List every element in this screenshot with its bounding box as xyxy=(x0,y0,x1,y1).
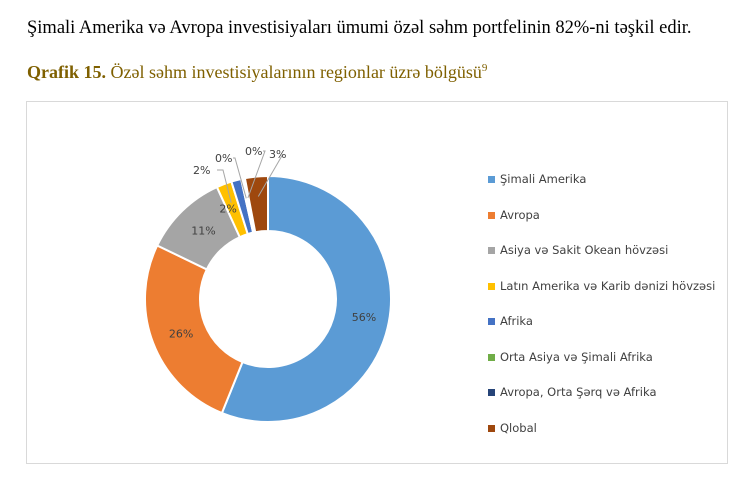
legend-item: Şimali Amerika xyxy=(488,172,715,208)
legend-label: Latın Amerika və Karib dənizi hövzəsi xyxy=(500,278,716,293)
legend-swatch xyxy=(488,211,495,219)
data-label: 11% xyxy=(191,225,215,238)
legend-swatch xyxy=(488,389,495,396)
legend-item: Qlobal xyxy=(488,421,715,457)
data-label: 2% xyxy=(219,203,236,216)
donut-slice xyxy=(220,174,392,423)
legend-item: Orta Asiya və Şimali Afrika xyxy=(488,350,715,386)
legend-label: Avropa xyxy=(500,207,540,222)
legend-label: Qlobal xyxy=(500,420,537,435)
data-label: 2% xyxy=(193,164,210,177)
legend-item: Avropa xyxy=(488,208,715,244)
legend-item: Avropa, Orta Şərq və Afrika xyxy=(488,385,715,421)
data-label: 0% xyxy=(215,152,232,165)
caption-text: Özəl səhm investisiyalarının regionlar ü… xyxy=(106,62,482,82)
legend-swatch xyxy=(488,282,495,290)
legend-label: Orta Asiya və Şimali Afrika xyxy=(500,349,653,364)
legend-item: Latın Amerika və Karib dənizi hövzəsi xyxy=(488,279,715,315)
legend-label: Asiya və Sakit Okean hövzəsi xyxy=(500,243,669,257)
leader-line xyxy=(247,150,266,199)
chart-area: 56% 26% 11% 2% 2% 0% 0% 3% Şimali Amerika Avropa… xyxy=(26,101,728,464)
chart-caption: Qrafik 15. Özəl səhm investisiyalarının … xyxy=(27,62,487,83)
legend-swatch xyxy=(488,247,495,254)
legend-label: Afrika xyxy=(500,314,533,328)
leader-line xyxy=(217,169,232,203)
data-label: 0% xyxy=(245,145,262,158)
legend-label: Avropa, Orta Şərq və Afrika xyxy=(500,385,657,399)
caption-label: Qrafik 15. xyxy=(27,62,106,82)
donut-chart: 56% 26% 11% 2% 2% 0% 0% 3% xyxy=(144,145,392,423)
data-label: 26% xyxy=(169,327,193,340)
footnote-ref[interactable]: 9 xyxy=(481,62,488,74)
intro-paragraph: Şimali Amerika və Avropa investisiyaları… xyxy=(27,18,692,38)
legend-swatch xyxy=(488,353,495,361)
leader-line xyxy=(257,153,284,197)
legend-swatch xyxy=(488,318,495,325)
data-label: 3% xyxy=(269,148,286,161)
legend-swatch xyxy=(488,424,495,432)
leader-line xyxy=(233,157,247,199)
legend-item: Asiya və Sakit Okean hövzəsi xyxy=(488,243,715,279)
donut-slice xyxy=(144,244,244,415)
legend-label: Şimali Amerika xyxy=(500,172,587,186)
legend-swatch xyxy=(488,176,495,183)
data-label: 56% xyxy=(352,311,376,324)
chart-legend: Şimali Amerika Avropa Asiya və Sakit Okean… xyxy=(488,172,715,456)
legend-item: Afrika xyxy=(488,314,715,350)
